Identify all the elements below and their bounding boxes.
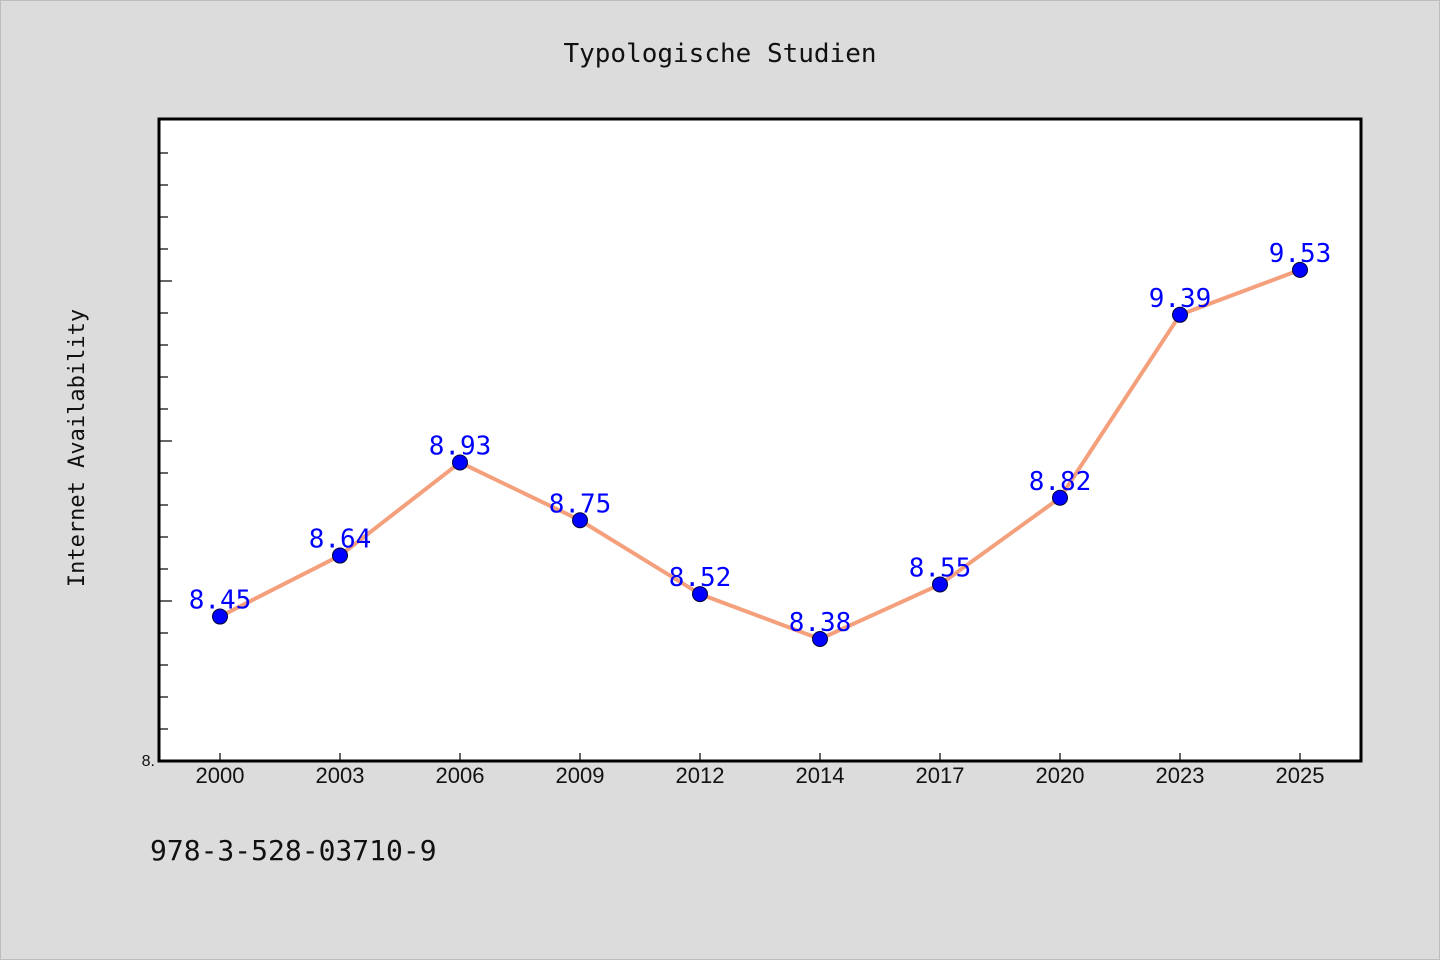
data-markers (212, 261, 1308, 648)
data-labels: 8.45 8.64 8.93 8.75 8.52 8.38 8.55 8.82 9.39 9.53 (189, 239, 1332, 638)
isbn-text: 978-3-528-03710-9 (150, 834, 437, 867)
data-point (1172, 306, 1188, 323)
x-tick-label: 2020 (1036, 763, 1085, 788)
data-point (452, 454, 468, 471)
data-point (572, 512, 588, 529)
data-label: 8.93 (429, 431, 492, 461)
chart-title: Typologische Studien (563, 39, 876, 69)
x-tick-label: 2009 (556, 763, 605, 788)
series-line (218, 267, 1302, 642)
data-label: 8.55 (909, 553, 972, 583)
x-tick-label: 2017 (916, 763, 965, 788)
data-point (812, 631, 828, 648)
data-point (1292, 261, 1308, 278)
x-tick-label: 2003 (316, 763, 365, 788)
data-point (212, 608, 228, 625)
y-axis-title: Internet Availability (65, 309, 90, 587)
data-point (692, 586, 708, 603)
x-tick-label: 2012 (676, 763, 725, 788)
x-tick-label: 2023 (1156, 763, 1205, 788)
data-point (1052, 489, 1068, 506)
data-label: 8.52 (669, 563, 732, 593)
y-tick-label: 8. (142, 753, 155, 770)
data-label: 8.82 (1029, 467, 1092, 497)
series-line-group (218, 267, 1302, 642)
data-label: 8.64 (309, 525, 372, 555)
x-tick-label: 2006 (436, 763, 485, 788)
data-label: 8.45 (189, 586, 252, 616)
x-axis-ticks: 2000 2003 2006 2009 2012 2014 2017 2020 2023 2025 (196, 753, 1325, 788)
x-tick-label: 2014 (796, 763, 845, 788)
y-axis-ticks (158, 152, 172, 762)
data-point (332, 547, 348, 564)
x-tick-label: 2025 (1276, 763, 1325, 788)
data-label: 9.53 (1269, 239, 1332, 269)
data-label: 9.39 (1149, 284, 1212, 314)
data-label: 8.38 (789, 608, 852, 638)
plot-area (157, 117, 1363, 763)
x-tick-label: 2000 (196, 763, 245, 788)
data-point (932, 576, 948, 593)
data-label: 8.75 (549, 489, 612, 519)
